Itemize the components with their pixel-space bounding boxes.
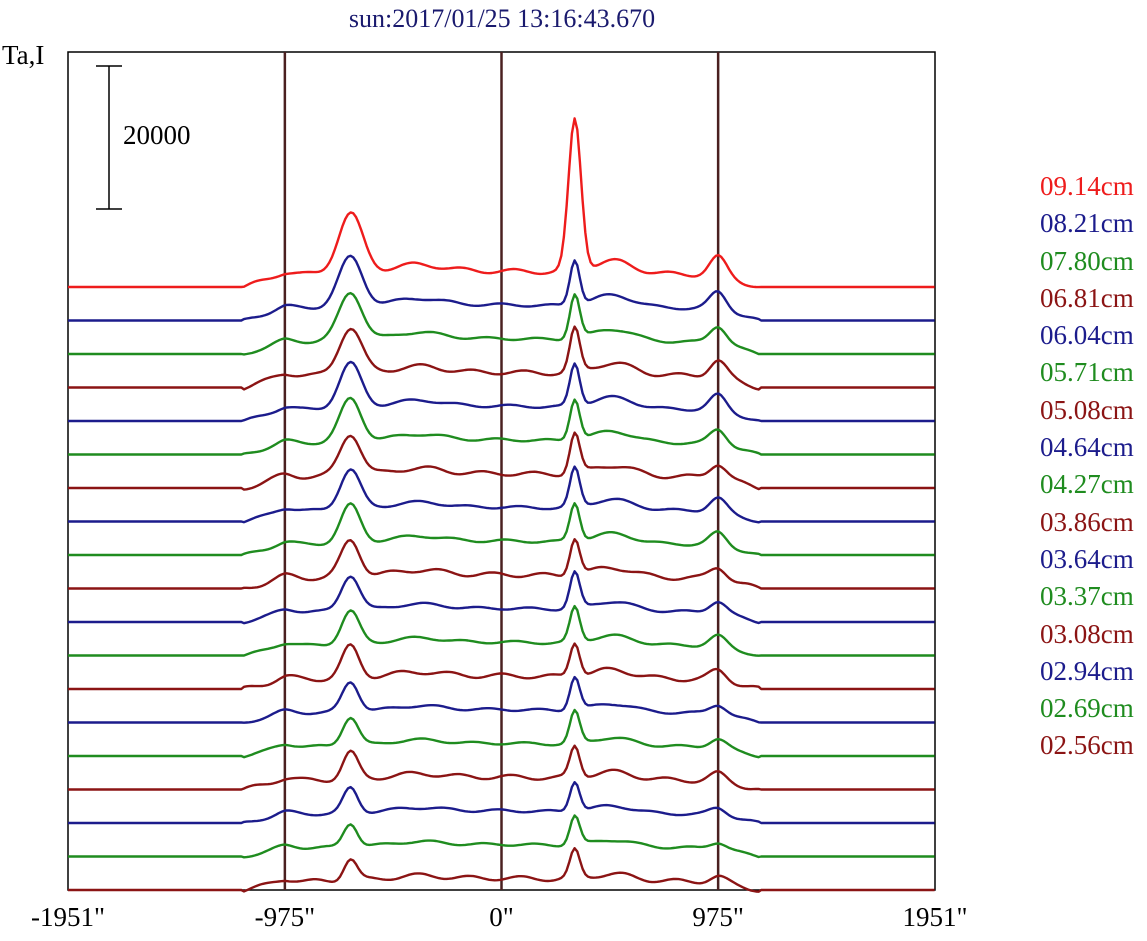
series-line	[68, 502, 935, 557]
legend-item: 02.69cm	[1040, 693, 1134, 724]
legend-item: 04.27cm	[1040, 469, 1134, 500]
legend-item: 09.14cm	[1040, 171, 1134, 201]
chart-title: sun:2017/01/25 13:16:43.670	[348, 4, 656, 33]
legend-item: 03.86cm	[1040, 506, 1134, 537]
legend-item: 02.94cm	[1040, 655, 1134, 686]
series-line	[68, 396, 935, 456]
y-axis-label: Ta,I	[2, 40, 45, 70]
series-line	[68, 675, 935, 724]
x-tick-label: 0"	[489, 902, 514, 932]
scale-bar: 20000	[96, 65, 191, 210]
x-axis-ticks: -1951" -975" 0" 975" 1951"	[0, 902, 1147, 941]
series-line	[68, 465, 935, 524]
legend-item: 05.08cm	[1040, 394, 1134, 425]
series-line	[68, 570, 935, 625]
series-line	[68, 781, 935, 825]
legend: 09.14cm 08.21cm 07.80cm 06.81cm 06.04cm 05.71…	[1040, 168, 1147, 765]
series-line	[68, 325, 935, 391]
series-line	[68, 254, 935, 322]
legend-item: 04.64cm	[1040, 432, 1134, 463]
series-line	[68, 744, 935, 791]
series-line	[68, 814, 935, 859]
legend-item: 08.21cm	[1040, 208, 1134, 239]
legend-item: 03.64cm	[1040, 543, 1134, 574]
legend-item: 03.37cm	[1040, 581, 1134, 612]
legend-item: 07.80cm	[1040, 245, 1134, 276]
series-line	[68, 538, 935, 590]
x-tick-label: -1951"	[30, 902, 105, 932]
legend-item: 06.04cm	[1040, 320, 1134, 351]
series-line	[68, 291, 935, 356]
series-line	[68, 604, 935, 657]
x-tick-label: 975"	[692, 902, 744, 932]
legend-item: 06.81cm	[1040, 282, 1134, 313]
series-line	[68, 708, 935, 759]
legend-item: 05.71cm	[1040, 357, 1134, 388]
series-line	[68, 847, 935, 893]
series-line	[68, 360, 935, 423]
series-line	[68, 431, 935, 491]
series-line	[68, 642, 935, 691]
x-tick-label: -975"	[254, 902, 316, 932]
series-line	[68, 117, 935, 289]
x-tick-label: 1951"	[902, 902, 968, 932]
scale-bar-label: 20000	[123, 120, 191, 150]
legend-item: 03.08cm	[1040, 618, 1134, 649]
legend-item: 02.56cm	[1040, 730, 1134, 761]
